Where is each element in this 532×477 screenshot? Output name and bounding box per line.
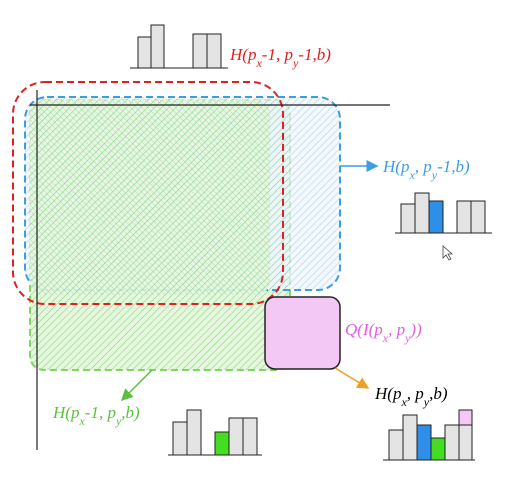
label-text: -1,b) [437,157,470,176]
label-subscript: y [423,395,430,409]
label-subscript: y [292,56,299,70]
label-subscript: y [115,414,122,428]
label-subscript: x [400,395,407,409]
histogram-bottom [168,409,262,456]
region-corner [12,81,284,305]
label-subscript: x [78,414,85,428]
label: H(px-1, py-1,b) [229,45,331,70]
histogram-right [395,192,492,234]
histogram-top [130,24,228,69]
label-subscript: y [431,168,438,182]
label-text: H(p [52,403,79,422]
pixel-box [264,296,341,370]
label-subscript: x [255,56,262,70]
region-overlap-hatch [30,100,270,295]
label-subscript: x [408,168,415,182]
label-subscript: y [404,331,411,345]
label: H(px, py,b) [374,384,448,409]
label-text: -1, p [262,45,293,64]
label-text: , p [407,384,424,403]
label: H(px-1, py,b) [52,403,140,428]
label: H(px, py-1,b) [382,157,470,182]
label-text: -1,b) [298,45,331,64]
label-text: -1, p [85,403,116,422]
label-text: ,b) [121,403,140,422]
label-text: H(p [382,157,409,176]
label-text: Q(I(p [345,320,383,339]
cursor [442,245,454,261]
label-text: , p [415,157,432,176]
label-subscript: x [382,331,389,345]
label-text: , p [388,320,405,339]
arrow-green [120,369,153,402]
label: Q(I(px, py)) [345,320,422,345]
label-text: H(p [374,384,401,403]
histogram-bottom-right [383,409,475,461]
label-text: )) [409,320,422,339]
label-text: ,b) [429,384,448,403]
arrow-orange [334,367,370,389]
label-text: H(p [229,45,256,64]
